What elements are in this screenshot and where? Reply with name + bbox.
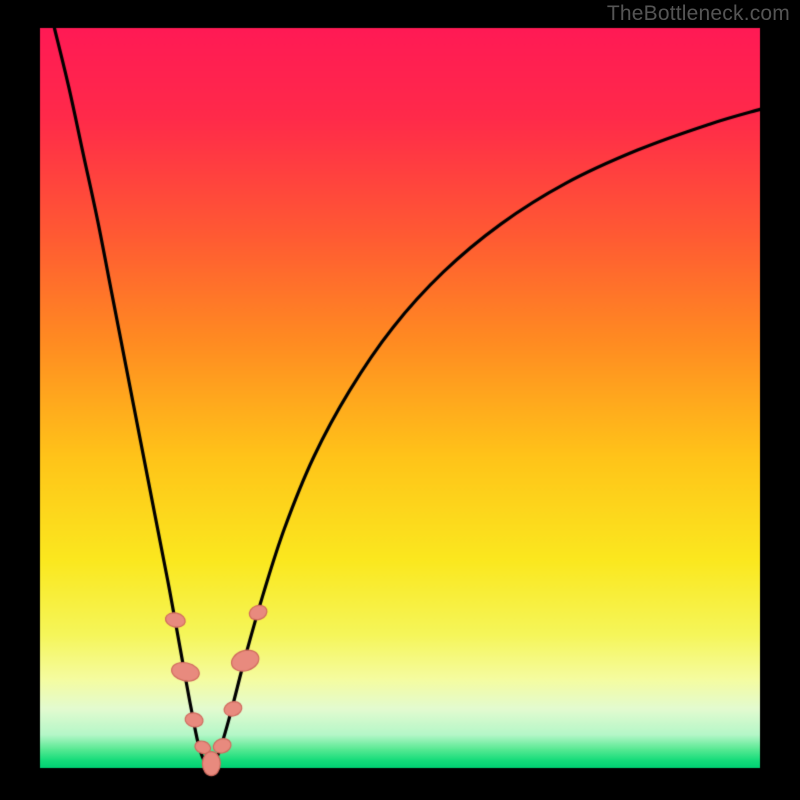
bottleneck-chart xyxy=(0,0,800,800)
